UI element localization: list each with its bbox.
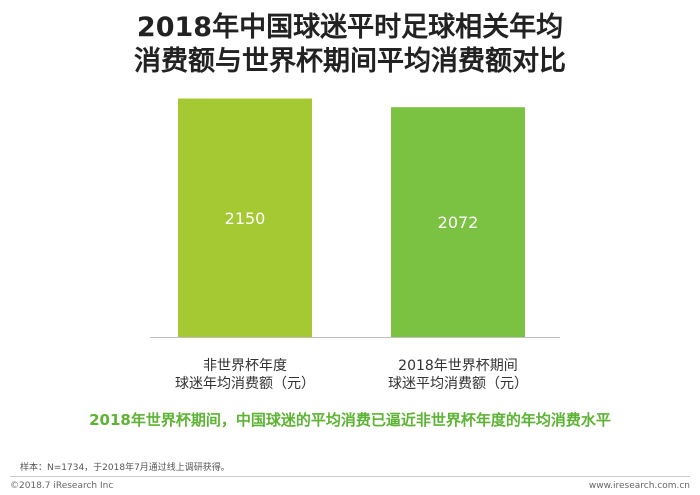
chart-title-line2: 消费额与世界杯期间平均消费额对比 [134,46,566,77]
bar-1-value-label: 2150 [225,209,266,228]
copyright-text: ©2018.7 iResearch Inc [10,481,114,491]
bar-2 [391,107,525,337]
category-label-1-line-1: 非世界杯年度 [203,358,287,374]
bar-2-value-label: 2072 [438,213,479,232]
sample-note: 样本：N=1734，于2018年7月通过线上调研获得。 [20,463,230,473]
category-label-2-line-1: 2018年世界杯期间 [398,358,518,374]
category-label-2-line-2: 球迷平均消费额（元） [388,376,528,392]
chart-title-line1: 2018年中国球迷平时足球相关年均 [136,12,564,43]
chart-annotation: 2018年世界杯期间，中国球迷的平均消费已逼近非世界杯年度的年均消费水平 [89,411,611,429]
website-text: www.iresearch.com.cn [588,481,690,491]
bar-1 [178,98,312,337]
footer-divider [10,476,690,477]
category-label-1-line-2: 球迷年均消费额（元） [175,376,315,392]
